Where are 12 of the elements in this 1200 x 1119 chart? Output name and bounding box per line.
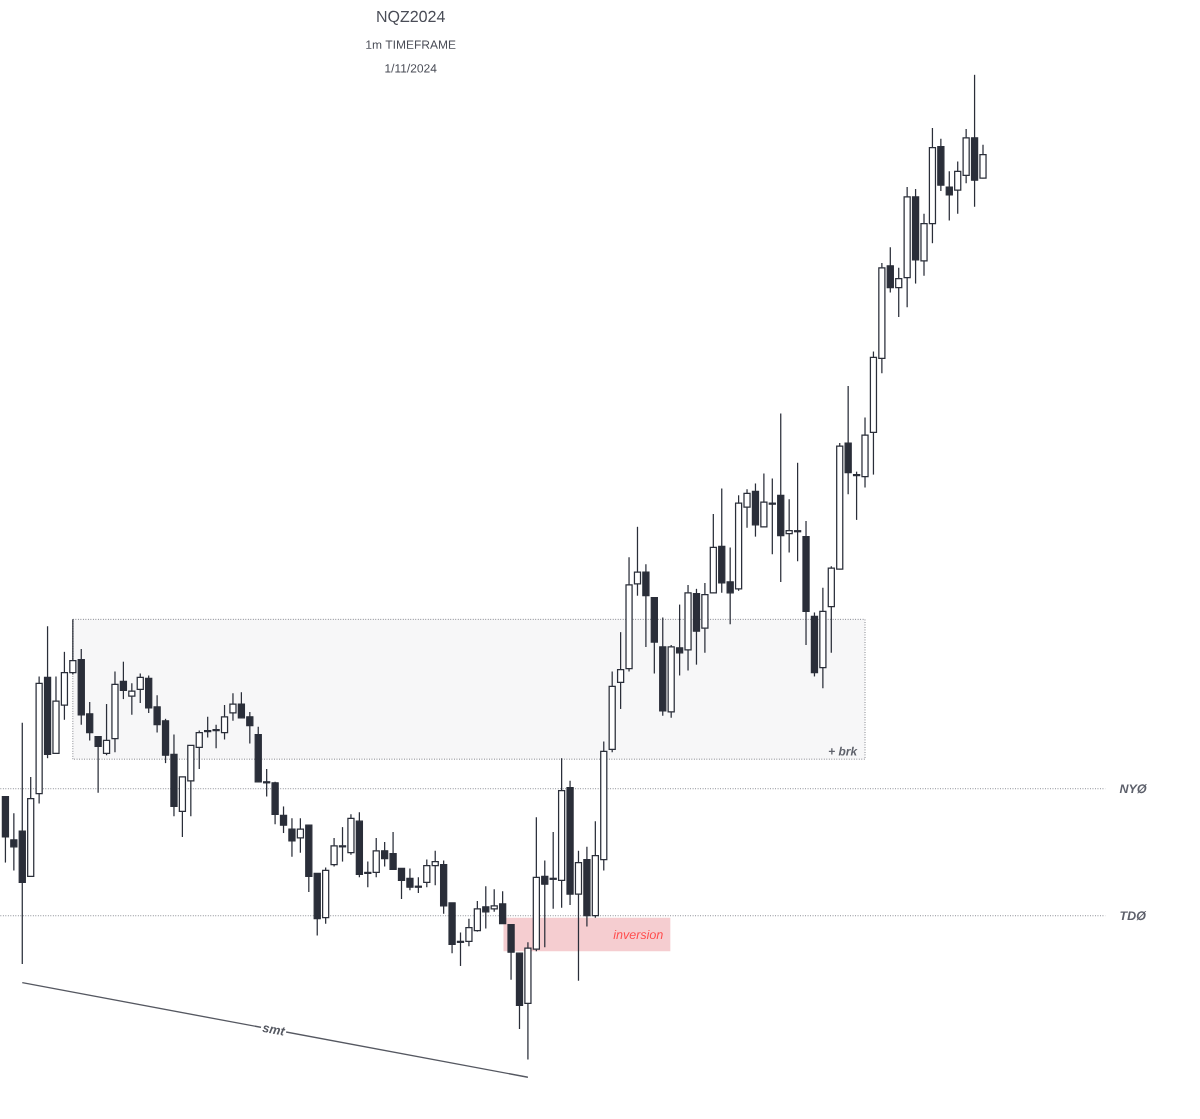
chart-subtitle: 1m TIMEFRAME: [366, 40, 456, 50]
candlestick: [616, 631, 625, 710]
candlestick: [279, 806, 288, 834]
ref-line-label: NYØ: [1119, 784, 1147, 794]
text: 1/11/2024: [385, 64, 437, 73]
annotation: smt: [262, 1025, 286, 1036]
candlestick: [423, 859, 431, 889]
candlestick: [128, 682, 136, 716]
chart-title: NQZ2024: [377, 11, 445, 26]
ref-line-label: TDØ: [1120, 911, 1147, 921]
band-label: + brk: [828, 746, 858, 756]
band-label: inversion: [613, 930, 663, 940]
